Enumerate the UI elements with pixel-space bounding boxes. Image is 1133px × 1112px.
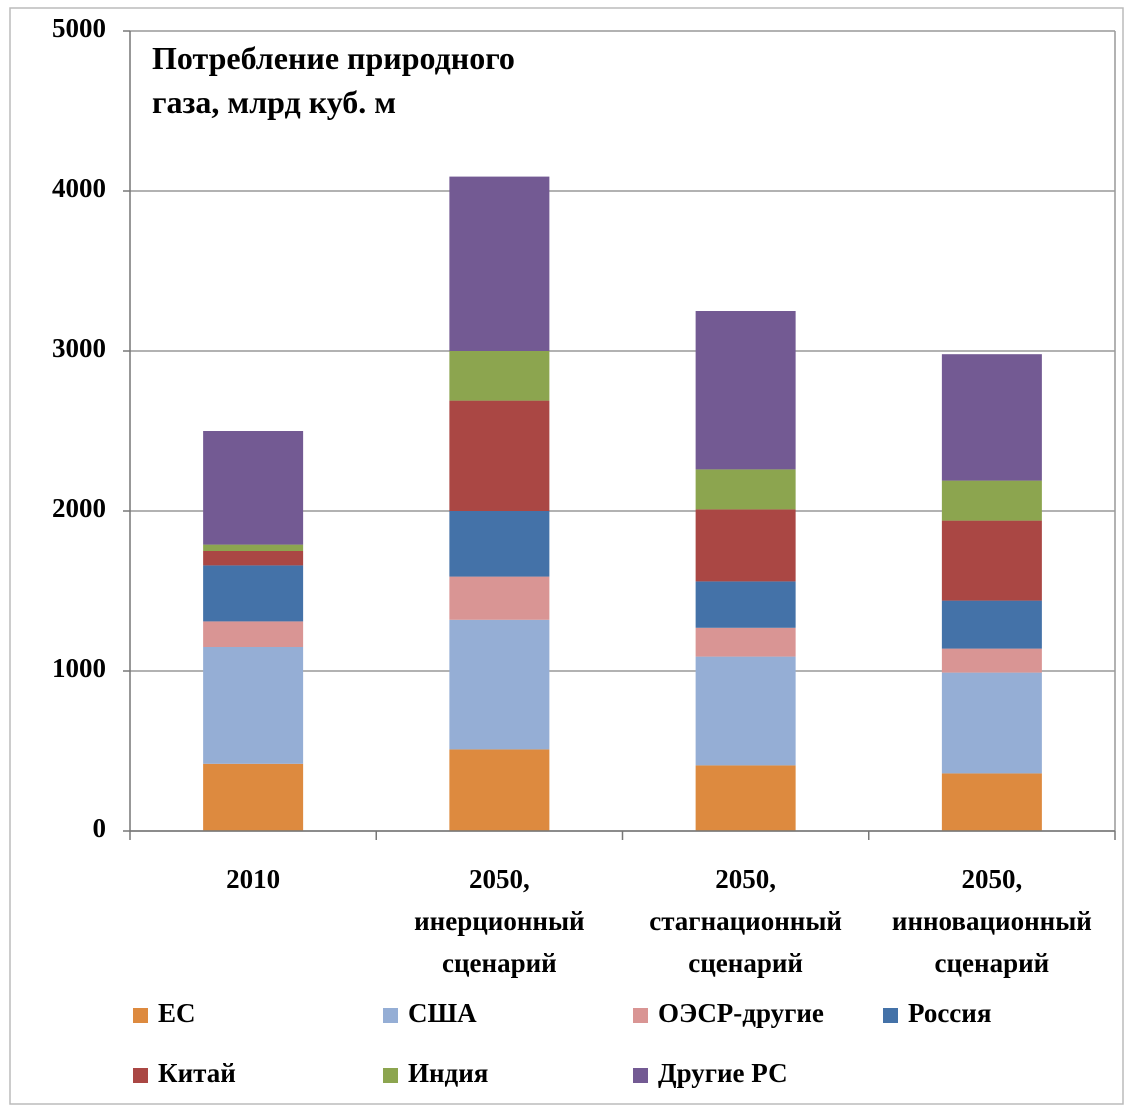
legend-label: ЕС: [158, 998, 196, 1028]
bar-segment: [941, 648, 1042, 673]
x-tick-label-line: стагнационный: [649, 906, 842, 936]
bar-segment: [695, 509, 796, 582]
bar-segment: [695, 469, 796, 510]
bar-segment: [203, 763, 304, 831]
x-tick-label-line: 2050,: [715, 864, 776, 894]
bar-segment: [203, 647, 304, 764]
bar-segment: [449, 400, 550, 511]
x-tick-label-line: сценарий: [935, 948, 1050, 978]
y-tick-label: 3000: [52, 333, 106, 363]
legend-swatch: [133, 1008, 148, 1023]
legend-swatch: [383, 1008, 398, 1023]
bar-segment: [941, 773, 1042, 831]
bar-segment: [203, 431, 304, 545]
x-tick-label-line: инерционный: [414, 906, 584, 936]
legend-label: США: [408, 998, 477, 1028]
y-tick-label: 1000: [52, 653, 106, 683]
bar-segment: [449, 619, 550, 750]
x-tick-label-line: сценарий: [688, 948, 803, 978]
bar-segment: [203, 544, 304, 551]
x-tick-label-line: сценарий: [442, 948, 557, 978]
bar-segment: [941, 600, 1042, 649]
chart-frame: [9, 7, 1124, 1105]
bar-segment: [449, 749, 550, 831]
bar-segment: [941, 520, 1042, 601]
legend-swatch: [633, 1068, 648, 1083]
x-tick-label-line: 2050,: [469, 864, 530, 894]
y-tick-label: 0: [93, 813, 107, 843]
bar-segment: [941, 672, 1042, 774]
bar-segment: [941, 354, 1042, 481]
legend-swatch: [633, 1008, 648, 1023]
legend-label: Другие РС: [658, 1058, 788, 1088]
bar-segment: [203, 551, 304, 566]
bar-segment: [449, 511, 550, 577]
legend-swatch: [383, 1068, 398, 1083]
legend-label: Индия: [408, 1058, 488, 1088]
y-tick-label: 2000: [52, 493, 106, 523]
y-tick-label: 5000: [52, 13, 106, 43]
x-tick-label: 2010: [226, 864, 280, 894]
bar-segment: [695, 765, 796, 831]
bar-segment: [695, 656, 796, 766]
bar-segment: [941, 480, 1042, 521]
bar-segment: [695, 581, 796, 628]
x-tick-label-line: 2010: [226, 864, 280, 894]
legend-swatch: [133, 1068, 148, 1083]
bar-segment: [695, 311, 796, 470]
legend-label: Китай: [158, 1058, 236, 1088]
chart-title: Потребление природного газа, млрд куб. м: [152, 40, 515, 120]
legend-swatch: [883, 1008, 898, 1023]
bar-segment: [449, 576, 550, 620]
x-tick-label: 2050, инновационный сценарий: [892, 864, 1092, 978]
bar-segment: [449, 176, 550, 351]
bar-segment: [695, 627, 796, 657]
bar-segment: [203, 565, 304, 622]
x-tick-label: 2050, инерционный сценарий: [414, 864, 584, 978]
x-tick-label: 2050, стагнационный сценарий: [649, 864, 842, 978]
legend-label: ОЭСР-другие: [658, 998, 824, 1028]
y-tick-label: 4000: [52, 173, 106, 203]
x-tick-label-line: 2050,: [962, 864, 1023, 894]
bar-segment: [203, 621, 304, 647]
bar-segment: [449, 351, 550, 401]
legend-label: Россия: [908, 998, 991, 1028]
x-tick-label-line: инновационный: [892, 906, 1092, 936]
